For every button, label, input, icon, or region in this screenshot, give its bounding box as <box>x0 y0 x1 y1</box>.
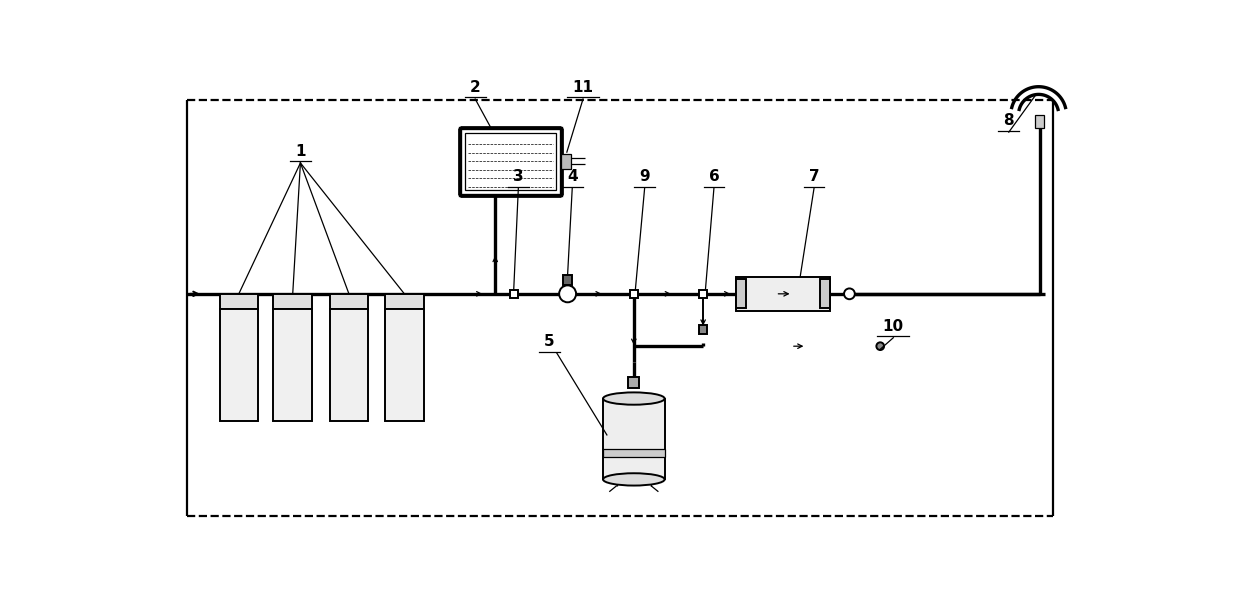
Bar <box>561 154 571 169</box>
Circle shape <box>559 285 576 302</box>
Circle shape <box>876 342 885 350</box>
Text: 11: 11 <box>572 80 593 95</box>
Bar <box>699 290 707 298</box>
Text: 9: 9 <box>639 169 650 185</box>
Bar <box>219 294 258 309</box>
Bar <box>274 294 312 309</box>
Bar <box>603 449 664 456</box>
Text: 2: 2 <box>470 80 481 95</box>
Bar <box>820 279 830 308</box>
Bar <box>219 309 258 421</box>
Text: 6: 6 <box>709 169 720 185</box>
Bar <box>510 290 518 297</box>
Text: 4: 4 <box>567 169 577 185</box>
Bar <box>629 290 638 298</box>
Bar <box>736 277 830 311</box>
Bar <box>274 309 312 421</box>
Text: 3: 3 <box>513 169 524 185</box>
Bar <box>564 276 572 285</box>
Text: 5: 5 <box>544 334 554 349</box>
Text: 7: 7 <box>809 169 819 185</box>
Circle shape <box>844 288 855 299</box>
Text: 8: 8 <box>1004 114 1015 128</box>
Bar <box>699 325 707 334</box>
Text: 10: 10 <box>882 319 904 334</box>
Ellipse shape <box>603 392 664 405</box>
Bar <box>628 377 639 388</box>
Ellipse shape <box>603 473 664 486</box>
Bar <box>736 279 746 308</box>
Bar <box>330 294 368 309</box>
Bar <box>385 294 424 309</box>
Bar <box>330 309 368 421</box>
Text: 1: 1 <box>295 144 306 159</box>
Bar <box>1035 115 1044 127</box>
Bar <box>603 399 664 480</box>
Bar <box>385 309 424 421</box>
Bar <box>460 127 561 195</box>
Bar <box>465 133 556 190</box>
